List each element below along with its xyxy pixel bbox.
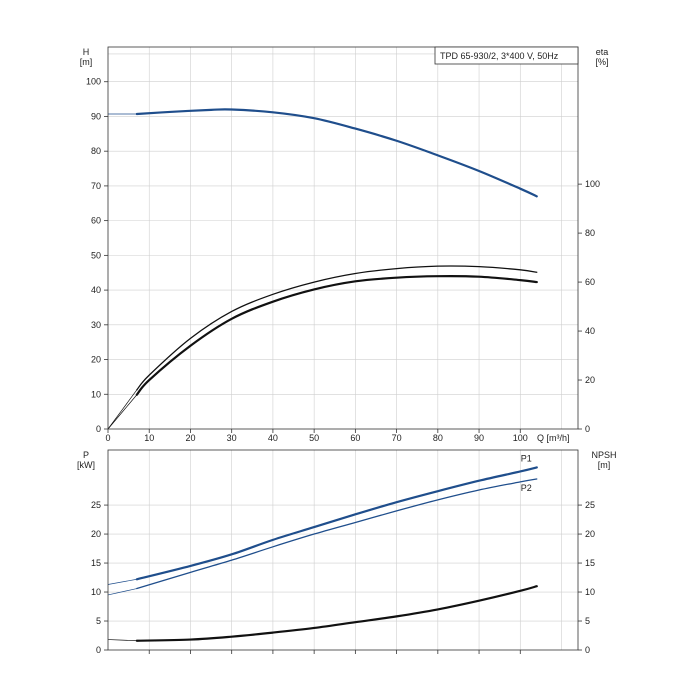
- top-ytick-left-label-80: 80: [91, 146, 101, 156]
- top-ytick-right-label-60: 60: [585, 277, 595, 287]
- bottom-ytick-right-label-20: 20: [585, 529, 595, 539]
- top-ytick-right-label-40: 40: [585, 326, 595, 336]
- top-grid: [108, 47, 578, 429]
- chart-title: TPD 65-930/2, 3*400 V, 50Hz: [440, 51, 559, 61]
- series-label-p1: P1: [521, 453, 532, 463]
- top-title-box: TPD 65-930/2, 3*400 V, 50Hz: [434, 46, 579, 65]
- top-ytick-left-label-90: 90: [91, 111, 101, 121]
- top-ytick-left-label-20: 20: [91, 355, 101, 365]
- bottom-ytick-right-label-5: 5: [585, 616, 590, 626]
- top-xtick-label-50: 50: [309, 433, 319, 443]
- top-ytick-left-label-30: 30: [91, 320, 101, 330]
- top-xtick-label-30: 30: [227, 433, 237, 443]
- head-efficiency-chart: 0 10 20 30 40 50 60 70 80 90 100 0 10 20 30 40 50 60 70 80 9…: [80, 46, 609, 443]
- top-xtick-label-90: 90: [474, 433, 484, 443]
- top-ytick-left-label-40: 40: [91, 285, 101, 295]
- bottom-series-npsh-extension: [107, 639, 137, 642]
- bottom-ytick-left-label-15: 15: [91, 558, 101, 568]
- bottom-ytick-left-label-20: 20: [91, 529, 101, 539]
- top-xtick-label-80: 80: [433, 433, 443, 443]
- bottom-series-npsh-line: [135, 585, 538, 642]
- bottom-ytick-right-label-15: 15: [585, 558, 595, 568]
- bottom-ytick-right-label-0: 0: [585, 645, 590, 655]
- top-xtick-label-60: 60: [350, 433, 360, 443]
- top-xtick-label-0: 0: [105, 433, 110, 443]
- power-axis-label: P [kW]: [77, 450, 95, 470]
- bottom-series-P1-line: [135, 466, 538, 581]
- top-series-efficiency-upper-extension: [107, 389, 138, 430]
- bottom-ytick-left-label-0: 0: [96, 645, 101, 655]
- efficiency-axis-label: eta [%]: [595, 47, 608, 67]
- bottom-series-P2-extension: [107, 588, 137, 596]
- bottom-ytick-right-label-25: 25: [585, 500, 595, 510]
- npsh-axis-label: NPSH [m]: [591, 450, 616, 470]
- top-ticks: 0 10 20 30 40 50 60 70 80 90 100 0 10 20 30 40 50 60 70 80 9…: [86, 77, 600, 443]
- top-ytick-right-label-20: 20: [585, 375, 595, 385]
- bottom-series-P1-extension: [107, 578, 137, 585]
- power-npsh-chart: 0 5 10 15 20 25 0 5 10 15 20 25 P [kW] NPSH [m] P1 P2: [77, 449, 617, 655]
- top-series: [107, 108, 538, 430]
- top-xtick-label-40: 40: [268, 433, 278, 443]
- bottom-ticks: 0 5 10 15 20 25 0 5 10 15 20 25: [91, 500, 595, 655]
- top-ytick-right-label-100: 100: [585, 179, 600, 189]
- top-ytick-left-label-0: 0: [96, 424, 101, 434]
- bottom-plot-frame: [107, 449, 579, 651]
- top-ytick-left-label-70: 70: [91, 181, 101, 191]
- top-series-efficiency-upper-line: [136, 265, 538, 391]
- bottom-series: [107, 466, 538, 642]
- top-ytick-right-label-0: 0: [585, 424, 590, 434]
- title-box-frame: [434, 46, 579, 65]
- top-ytick-left-label-10: 10: [91, 389, 101, 399]
- bottom-ytick-left-label-5: 5: [96, 616, 101, 626]
- top-series-efficiency-lower-extension: [107, 394, 138, 430]
- bottom-ytick-right-label-10: 10: [585, 587, 595, 597]
- top-ytick-left-label-100: 100: [86, 77, 101, 87]
- series-label-p2: P2: [521, 483, 532, 493]
- bottom-ytick-left-label-10: 10: [91, 587, 101, 597]
- top-xtick-label-20: 20: [185, 433, 195, 443]
- bottom-series-P2-line: [136, 478, 538, 590]
- flow-axis-label: Q [m³/h]: [537, 433, 570, 443]
- top-ytick-right-label-80: 80: [585, 228, 595, 238]
- series-labels: P1 P2: [521, 453, 532, 493]
- top-series-head-line: [135, 108, 538, 198]
- top-xtick-label-70: 70: [392, 433, 402, 443]
- top-xtick-label-100: 100: [513, 433, 528, 443]
- top-ytick-left-label-60: 60: [91, 216, 101, 226]
- top-ytick-left-label-50: 50: [91, 250, 101, 260]
- top-series-efficiency-lower-line: [135, 275, 538, 396]
- top-plot-frame: [107, 46, 579, 430]
- top-xtick-label-10: 10: [144, 433, 154, 443]
- bottom-ytick-left-label-25: 25: [91, 500, 101, 510]
- bottom-grid: [108, 450, 578, 650]
- head-axis-label: H [m]: [80, 47, 93, 67]
